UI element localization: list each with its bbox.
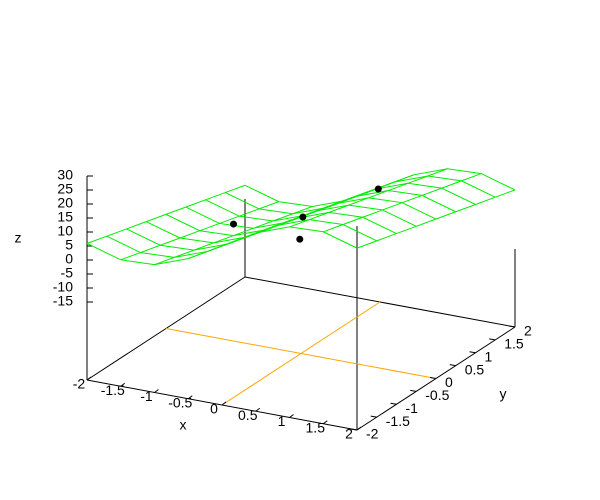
surface-mesh-line — [86, 184, 246, 244]
y-tick-label: -0.5 — [425, 387, 449, 403]
x-tick — [221, 401, 227, 406]
z-axis-label: z — [15, 230, 22, 246]
x-tick — [154, 389, 159, 393]
z-tick-label: -15 — [53, 293, 73, 309]
x-tick — [289, 414, 294, 418]
surface-mesh-line — [154, 205, 313, 266]
y-tick — [390, 402, 397, 405]
z-tick-label: 10 — [57, 223, 73, 239]
x-tick — [187, 395, 193, 400]
y-tick-label: 0 — [445, 374, 453, 390]
surface-mesh-line — [289, 168, 448, 228]
x-tick-label: 2 — [345, 426, 353, 442]
x-tick — [322, 420, 328, 425]
y-tick — [449, 364, 456, 367]
y-tick-label: 1 — [485, 348, 493, 364]
y-tick-label: 0.5 — [465, 361, 485, 377]
y-tick — [508, 325, 516, 328]
z-tick-label: -10 — [53, 279, 73, 295]
y-tick — [429, 377, 437, 379]
surface-mesh-line — [255, 174, 414, 234]
y-tick — [469, 351, 476, 354]
surface-mesh-line — [356, 189, 516, 249]
y-tick-label: 2 — [524, 323, 532, 339]
y-tick — [350, 428, 358, 431]
y-tick-label: -1.5 — [386, 413, 410, 429]
x-tick-label: -1 — [140, 388, 153, 404]
z-tick-label: 15 — [57, 209, 73, 225]
surface-mesh-line — [120, 201, 279, 261]
z-tick-label: 0 — [65, 251, 73, 267]
data-point — [230, 220, 237, 228]
z-tick-label: 20 — [57, 195, 73, 211]
data-point — [299, 213, 307, 221]
y-tick — [410, 389, 417, 392]
y-tick — [489, 338, 496, 341]
surface-mesh-line — [323, 173, 482, 233]
x-tick-label: -0.5 — [168, 394, 192, 410]
x-tick-label: -1.5 — [101, 382, 125, 398]
z-tick-label: 25 — [57, 181, 73, 197]
x-tick-label: 0.5 — [238, 407, 258, 423]
y-tick-label: 1.5 — [504, 336, 524, 352]
y-tick-label: -2 — [366, 426, 379, 442]
x-tick — [86, 376, 92, 381]
x-tick-label: 1 — [278, 413, 286, 429]
z-tick-label: -5 — [61, 265, 74, 281]
x-axis-label: x — [180, 417, 187, 433]
y-tick-label: -1 — [406, 400, 419, 416]
z-tick-label: 30 — [57, 167, 73, 183]
y-axis-label: y — [500, 386, 507, 402]
x-tick-label: 1.5 — [306, 419, 326, 435]
data-point — [374, 185, 382, 193]
x-tick — [120, 382, 126, 387]
x-tick-label: -2 — [73, 376, 86, 392]
y-zero-axis — [221, 301, 381, 406]
z-tick-label: 5 — [65, 237, 73, 253]
data-point — [296, 235, 304, 243]
y-tick — [370, 415, 377, 418]
x-tick-label: 0 — [210, 401, 218, 417]
x-tick — [356, 426, 362, 431]
x-tick — [255, 407, 261, 412]
